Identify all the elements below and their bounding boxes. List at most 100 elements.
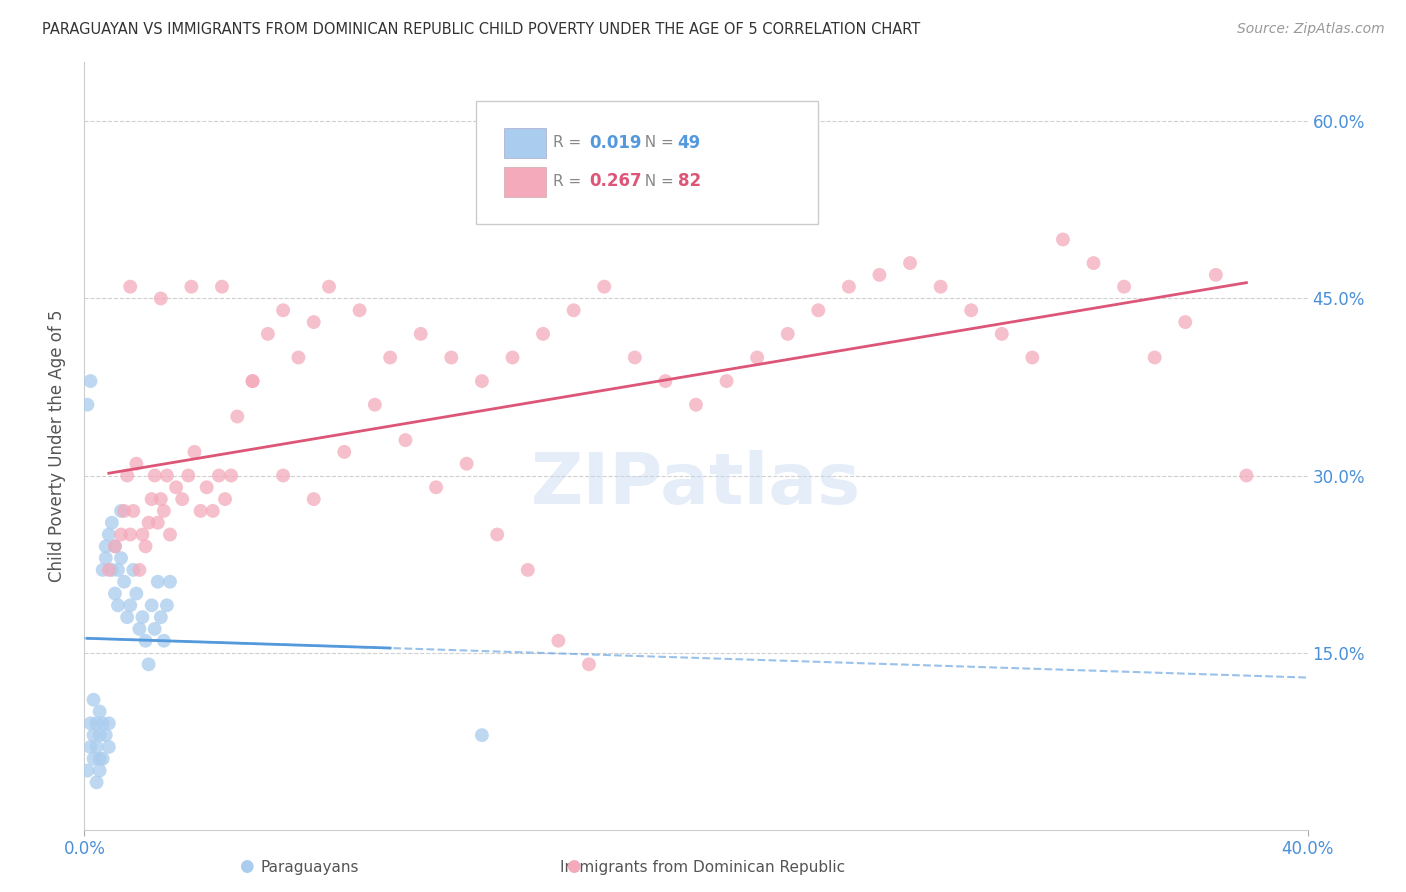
Point — [128, 622, 150, 636]
Point — [86, 716, 108, 731]
Point — [143, 468, 166, 483]
Point — [869, 268, 891, 282]
Point — [91, 716, 114, 731]
Point — [593, 279, 616, 293]
Point — [104, 539, 127, 553]
Point — [94, 551, 117, 566]
Point — [183, 445, 205, 459]
Point — [101, 516, 124, 530]
Point — [135, 539, 157, 553]
Text: Source: ZipAtlas.com: Source: ZipAtlas.com — [1237, 22, 1385, 37]
Y-axis label: Child Poverty Under the Age of 5: Child Poverty Under the Age of 5 — [48, 310, 66, 582]
Point — [131, 610, 153, 624]
Point — [1083, 256, 1105, 270]
FancyBboxPatch shape — [503, 167, 546, 197]
Text: 0.267: 0.267 — [589, 172, 643, 190]
Point — [94, 728, 117, 742]
Point — [578, 657, 600, 672]
Point — [122, 504, 145, 518]
Point — [83, 728, 105, 742]
Point — [112, 504, 135, 518]
Text: 82: 82 — [678, 172, 700, 190]
Point — [86, 739, 108, 754]
Point — [471, 728, 494, 742]
Point — [991, 326, 1014, 341]
Point — [456, 457, 478, 471]
Point — [190, 504, 212, 518]
Point — [120, 599, 142, 613]
Text: R =: R = — [553, 174, 586, 189]
Point — [128, 563, 150, 577]
Point — [141, 492, 163, 507]
Point — [257, 326, 280, 341]
Point — [101, 563, 124, 577]
Point — [211, 279, 233, 293]
Point — [172, 492, 194, 507]
Point — [76, 398, 98, 412]
Point — [195, 480, 218, 494]
Point — [425, 480, 447, 494]
Point — [271, 303, 294, 318]
Point — [107, 563, 129, 577]
Point — [547, 633, 569, 648]
Point — [394, 433, 416, 447]
Point — [120, 527, 142, 541]
Point — [177, 468, 200, 483]
Point — [97, 563, 120, 577]
Point — [83, 692, 105, 706]
Point — [159, 527, 181, 541]
Point — [115, 610, 138, 624]
Point — [146, 516, 169, 530]
Point — [115, 468, 138, 483]
Point — [201, 504, 224, 518]
Point — [409, 326, 432, 341]
Text: ●: ● — [567, 856, 581, 874]
Text: 0.019: 0.019 — [589, 134, 643, 152]
Point — [79, 374, 101, 388]
Point — [1174, 315, 1197, 329]
Point — [110, 551, 132, 566]
Point — [380, 351, 402, 365]
Point — [135, 633, 157, 648]
Point — [242, 374, 264, 388]
Point — [143, 622, 166, 636]
Point — [716, 374, 738, 388]
Text: Paraguayans: Paraguayans — [260, 861, 359, 875]
Text: ZIPatlas: ZIPatlas — [531, 450, 860, 519]
Point — [287, 351, 309, 365]
Point — [318, 279, 340, 293]
Point — [1236, 468, 1258, 483]
Point — [89, 752, 111, 766]
FancyBboxPatch shape — [503, 128, 546, 158]
Point — [471, 374, 494, 388]
Point — [486, 527, 509, 541]
Point — [440, 351, 463, 365]
Point — [219, 468, 242, 483]
Point — [838, 279, 860, 293]
Point — [104, 539, 127, 553]
Point — [333, 445, 356, 459]
Point — [226, 409, 249, 424]
Point — [624, 351, 647, 365]
Point — [107, 599, 129, 613]
Point — [208, 468, 231, 483]
Point — [97, 739, 120, 754]
Point — [125, 457, 148, 471]
Point — [120, 279, 142, 293]
Point — [654, 374, 676, 388]
Point — [364, 398, 387, 412]
Point — [960, 303, 983, 318]
Point — [89, 705, 111, 719]
FancyBboxPatch shape — [475, 101, 818, 224]
Point — [149, 292, 172, 306]
Text: PARAGUAYAN VS IMMIGRANTS FROM DOMINICAN REPUBLIC CHILD POVERTY UNDER THE AGE OF : PARAGUAYAN VS IMMIGRANTS FROM DOMINICAN … — [42, 22, 921, 37]
Point — [79, 739, 101, 754]
Point — [165, 480, 187, 494]
Point — [91, 752, 114, 766]
Point — [180, 279, 202, 293]
Point — [104, 586, 127, 600]
Point — [83, 752, 105, 766]
Text: N =: N = — [636, 136, 679, 151]
Point — [1114, 279, 1136, 293]
Point — [562, 303, 585, 318]
